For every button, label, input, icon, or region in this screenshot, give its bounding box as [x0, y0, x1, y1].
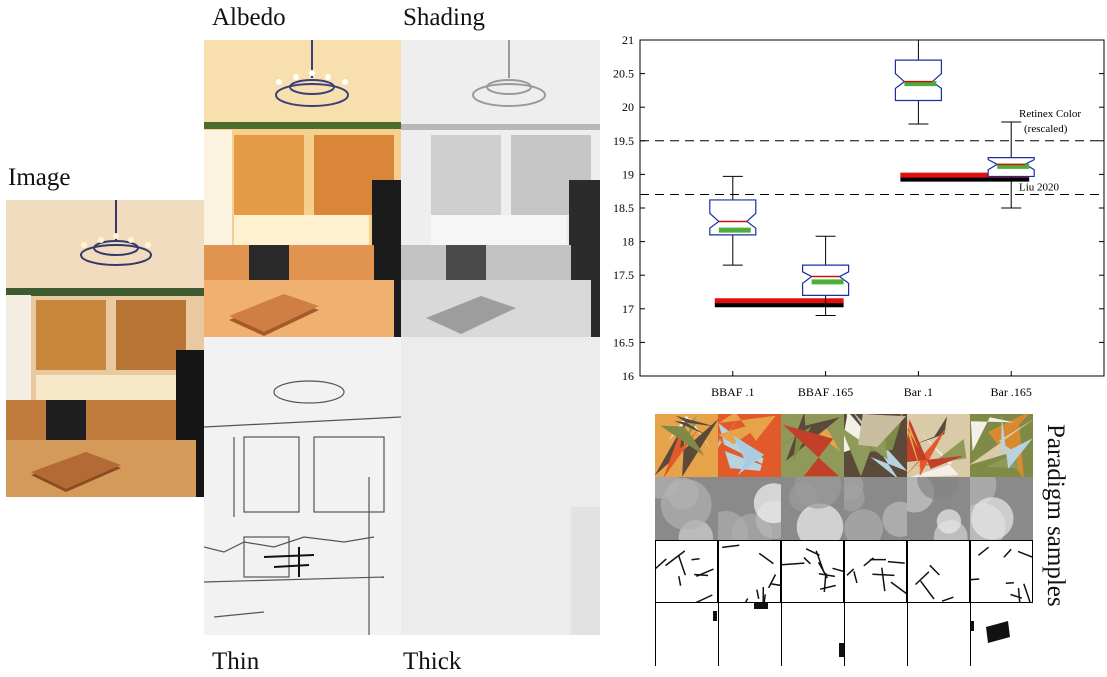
- shading-image: [401, 40, 600, 337]
- x-tick-label: BBAF .165: [798, 385, 853, 399]
- paradigm-sample-tile: [655, 603, 718, 666]
- y-tick-label: 17.5: [613, 268, 634, 282]
- y-tick-label: 17: [622, 302, 634, 316]
- paradigm-sample-tile: [718, 540, 781, 603]
- thick-edges-image: [401, 337, 600, 635]
- paradigm-sample-tile: [970, 603, 1033, 666]
- y-tick-label: 19.5: [613, 134, 634, 148]
- paradigm-sample-tile: [655, 477, 718, 540]
- paradigm-sample-tile: [844, 540, 907, 603]
- y-tick-label: 16: [622, 369, 634, 383]
- paradigm-sample-tile: [718, 477, 781, 540]
- reference-line-label: Liu 2020: [1019, 182, 1060, 194]
- thick-label: Thick: [403, 648, 462, 675]
- paradigm-sample-tile: [718, 603, 781, 666]
- paradigm-sample-tile: [844, 477, 907, 540]
- paradigm-sample-tile: [907, 540, 970, 603]
- image-label: Image: [8, 164, 71, 191]
- paradigm-sample-tile: [907, 414, 970, 477]
- paradigm-sample-tile: [655, 414, 718, 477]
- paradigm-sample-tile: [907, 477, 970, 540]
- paradigm-sample-tile: [970, 540, 1033, 603]
- y-tick-label: 18.5: [613, 201, 634, 215]
- notched-box: [709, 199, 757, 236]
- y-tick-label: 20.5: [613, 67, 634, 81]
- reference-line-label-sub: (rescaled): [1024, 123, 1068, 135]
- paradigm-sample-tile: [781, 540, 844, 603]
- paradigm-sample-tile: [655, 540, 718, 603]
- x-tick-label: BBAF .1: [711, 385, 754, 399]
- y-tick-label: 21: [622, 33, 634, 47]
- paradigm-sample-tile: [970, 477, 1033, 540]
- paradigm-sample-tile: [907, 603, 970, 666]
- x-tick-label: Bar .165: [991, 385, 1032, 399]
- paradigm-sample-tile: [970, 414, 1033, 477]
- reference-line-label: Retinex Color: [1019, 108, 1081, 120]
- albedo-label: Albedo: [212, 4, 286, 31]
- y-tick-label: 18: [622, 235, 634, 249]
- y-tick-label: 16.5: [613, 335, 634, 349]
- thin-label: Thin: [212, 648, 260, 675]
- boxplot-chart: 16 16.5 17 17.5 18 18.5 19 19.5 20 20.5 21 BBAF .1 B…: [613, 33, 1105, 399]
- thin-edges-image: [204, 337, 401, 635]
- input-kitchen-image: [6, 200, 204, 497]
- notched-box: [894, 59, 942, 102]
- shading-label: Shading: [403, 4, 485, 31]
- paradigm-sample-tile: [781, 414, 844, 477]
- y-tick-label: 20: [622, 100, 634, 114]
- paradigm-samples-grid: [655, 414, 1035, 667]
- albedo-image: [204, 40, 401, 337]
- y-tick-label: 19: [622, 167, 634, 181]
- paradigm-samples-label: Paradigm samples: [1042, 424, 1069, 607]
- paradigm-sample-tile: [781, 477, 844, 540]
- x-tick-label: Bar .1: [904, 385, 933, 399]
- paradigm-sample-tile: [781, 603, 844, 666]
- paradigm-sample-tile: [844, 414, 907, 477]
- paradigm-sample-tile: [844, 603, 907, 666]
- paradigm-sample-tile: [718, 414, 781, 477]
